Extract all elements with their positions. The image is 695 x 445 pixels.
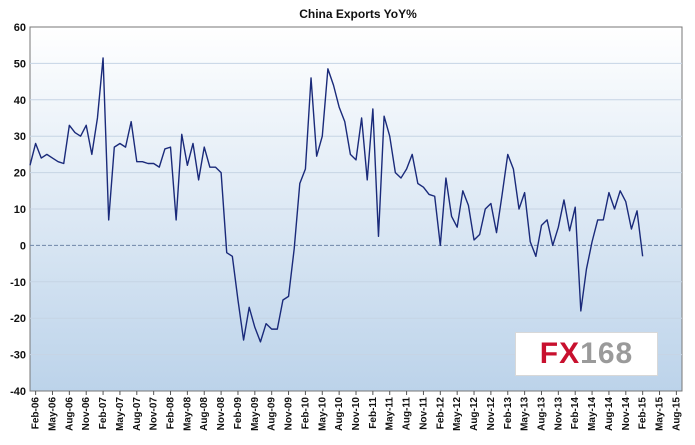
y-tick-label: 20 <box>14 168 26 180</box>
y-tick-label: 50 <box>14 58 26 70</box>
y-tick-label: 60 <box>14 22 26 34</box>
x-tick-label: Feb-15 <box>638 397 649 430</box>
x-tick-label: Feb-13 <box>503 397 514 430</box>
y-tick-label: -30 <box>10 350 26 362</box>
x-tick-label: Feb-10 <box>300 397 311 430</box>
x-tick-label: Feb-11 <box>368 397 379 429</box>
x-tick-label: Feb-07 <box>98 397 109 430</box>
x-tick-label: Aug-06 <box>64 397 75 431</box>
x-tick-label: Nov-08 <box>216 397 227 431</box>
x-tick-label: May-13 <box>520 397 531 431</box>
x-tick-label: May-08 <box>182 397 193 431</box>
x-tick-label: May-14 <box>587 397 598 431</box>
x-tick-label: Feb-08 <box>166 397 177 430</box>
x-tick-label: Feb-09 <box>233 397 244 430</box>
x-tick-label: Feb-06 <box>31 397 42 430</box>
x-tick-label: Aug-07 <box>132 397 143 431</box>
x-tick-label: Nov-07 <box>149 397 160 431</box>
y-tick-label: 0 <box>20 240 26 252</box>
x-tick-label: Nov-09 <box>284 397 295 431</box>
y-tick-label: -40 <box>10 386 26 398</box>
x-tick-label: Aug-09 <box>267 397 278 431</box>
chart-title: China Exports YoY% <box>299 7 417 21</box>
x-tick-label: May-15 <box>655 397 666 431</box>
y-tick-label: 30 <box>14 131 26 143</box>
x-tick-label: May-12 <box>452 397 463 431</box>
x-tick-label: Feb-14 <box>570 397 581 430</box>
x-tick-label: Nov-10 <box>351 397 362 431</box>
y-tick-label: -10 <box>10 277 26 289</box>
x-tick-label: Aug-08 <box>199 397 210 431</box>
x-tick-label: Aug-14 <box>604 397 615 431</box>
series-line <box>29 57 644 343</box>
fx168-watermark-logo: FX 168 <box>515 332 658 376</box>
watermark-number: 168 <box>580 337 634 370</box>
x-tick-label: Feb-12 <box>435 397 446 430</box>
x-tick-label: May-07 <box>115 397 126 431</box>
x-tick-label: Aug-11 <box>402 397 413 431</box>
x-tick-label: Aug-13 <box>536 397 547 431</box>
y-tick-label: 40 <box>14 95 26 107</box>
x-tick-label: Nov-13 <box>553 397 564 431</box>
x-tick-label: Nov-06 <box>81 397 92 431</box>
x-tick-label: Aug-12 <box>469 397 480 431</box>
x-tick-label: Nov-14 <box>621 397 632 431</box>
x-tick-label: Nov-11 <box>418 397 429 430</box>
x-tick-label: Aug-10 <box>334 397 345 431</box>
x-tick-label: May-10 <box>317 397 328 431</box>
y-tick-label: 10 <box>14 204 26 216</box>
x-tick-label: May-06 <box>47 397 58 431</box>
watermark-fx: FX <box>539 337 581 370</box>
x-tick-label: Nov-12 <box>486 397 497 431</box>
x-tick-label: May-11 <box>385 397 396 431</box>
y-tick-label: -20 <box>10 313 26 325</box>
x-tick-label: May-09 <box>250 397 261 431</box>
x-tick-label: Aug-15 <box>671 397 682 431</box>
